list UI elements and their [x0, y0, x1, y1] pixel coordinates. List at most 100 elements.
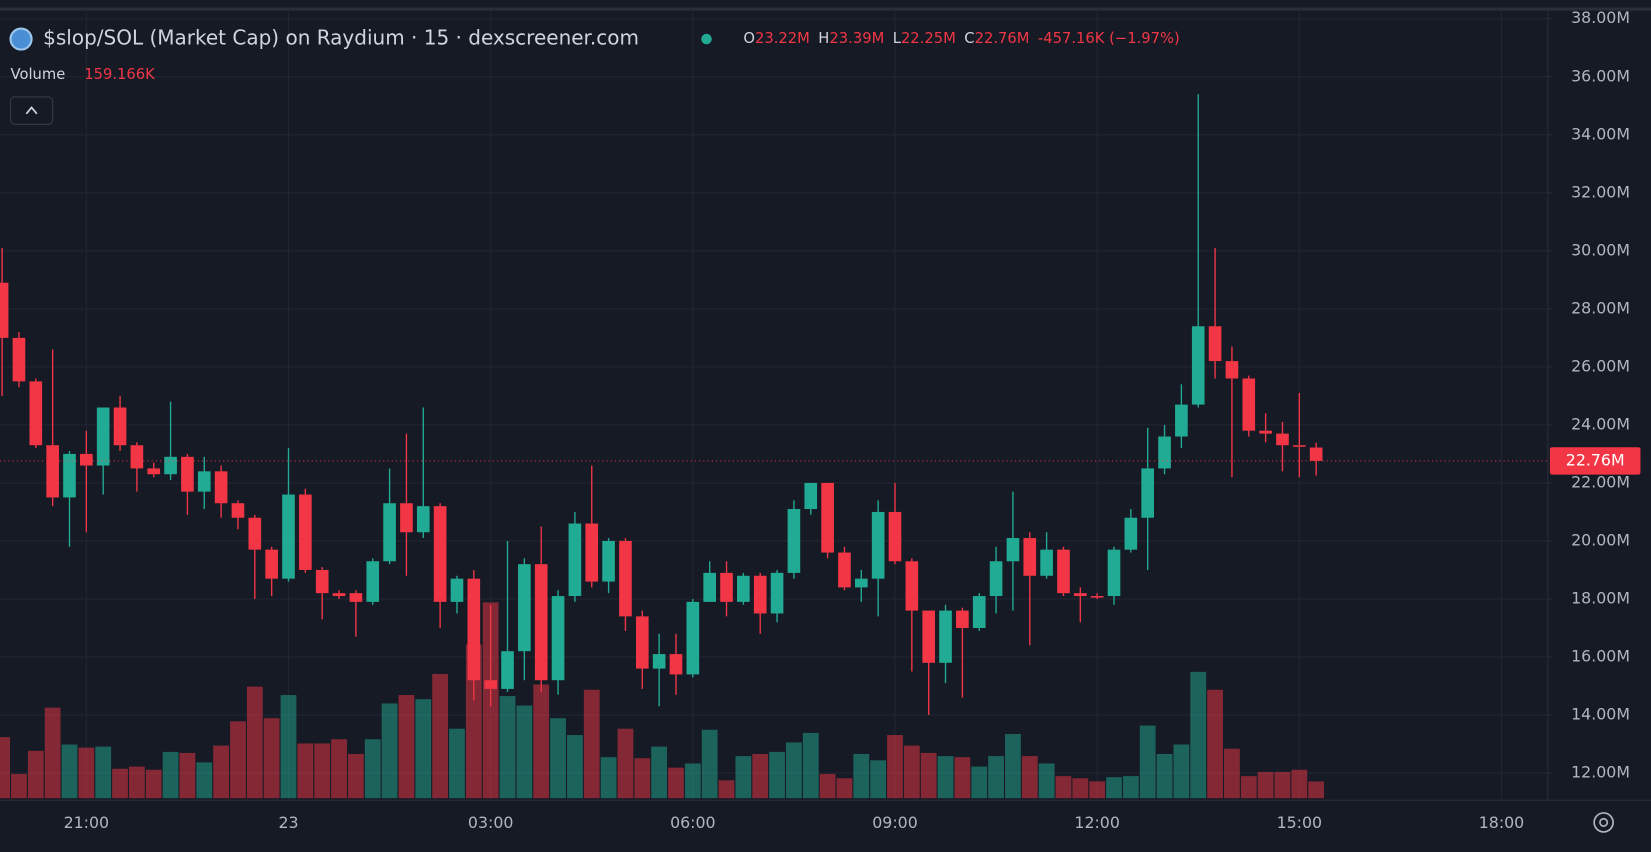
- status-dot: [701, 33, 712, 45]
- y-tick-label: 36.00M: [1571, 66, 1630, 85]
- y-tick-label: 16.00M: [1571, 646, 1630, 665]
- candle-body: [12, 337, 26, 382]
- volume-bar: [600, 757, 617, 799]
- legend-value: 23.39M: [829, 30, 884, 47]
- candle-body: [1006, 538, 1020, 562]
- candle-body: [551, 596, 565, 681]
- volume-bar: [684, 763, 701, 799]
- candle-body: [1158, 436, 1171, 469]
- settings-icon-outer[interactable]: [1593, 812, 1614, 833]
- volume-bar: [128, 766, 145, 799]
- y-tick-label: 22.00M: [1571, 472, 1630, 491]
- legend-value: 22.25M: [901, 30, 956, 47]
- volume-bar: [1072, 778, 1089, 799]
- candle-body: [1293, 445, 1306, 447]
- volume-bar: [1257, 771, 1274, 799]
- candle-body: [299, 494, 312, 570]
- candle-body: [703, 572, 716, 602]
- candle-body: [804, 482, 818, 510]
- legend-key: C: [964, 30, 974, 47]
- volume-bar: [1190, 671, 1207, 799]
- collapse-button[interactable]: [10, 96, 54, 125]
- candle-body: [905, 561, 919, 611]
- volume-bar: [769, 751, 785, 799]
- candle-body: [720, 572, 733, 602]
- x-tick-label: 23: [278, 813, 298, 832]
- legend-value: 23.22M: [755, 30, 810, 47]
- volume-bar: [1173, 744, 1190, 799]
- legend-key: H: [818, 30, 829, 47]
- volume-bar: [263, 718, 280, 799]
- legend-key: O: [743, 30, 755, 47]
- volume-bar: [112, 768, 128, 799]
- axes: 12.00M 14.00M 16.00M 18.00M 20.00M 22.00M 24.0…: [0, 8, 1641, 832]
- volume-bar: [11, 773, 27, 799]
- x-tick-label: 06:00: [670, 813, 715, 832]
- volume-bar: [651, 746, 668, 799]
- candle-body: [602, 540, 615, 582]
- y-tick-label: 12.00M: [1571, 763, 1630, 782]
- ohlc-legend: O23.22M H23.39M L22.25M C22.76M -457.16K (−1…: [743, 30, 1179, 47]
- candle-body: [315, 569, 329, 594]
- candle-body: [332, 593, 346, 597]
- volume-bar: [819, 773, 836, 799]
- candle-body: [197, 471, 211, 492]
- volume-value: 159.166K: [84, 66, 155, 83]
- candle-body: [1057, 549, 1070, 594]
- volume-bar: [567, 735, 583, 799]
- candle-body: [484, 680, 497, 689]
- candle-body: [1225, 361, 1239, 379]
- volume-bar: [246, 686, 263, 799]
- volume-bar: [499, 696, 516, 799]
- volume-bar: [550, 718, 566, 799]
- y-tick-label: 26.00M: [1571, 356, 1630, 375]
- candle-body: [989, 561, 1003, 597]
- settings-icon-inner[interactable]: [1599, 817, 1609, 827]
- volume-bar: [331, 739, 347, 799]
- volume-bar: [230, 721, 246, 799]
- candle-body: [467, 578, 481, 681]
- candle-body: [113, 407, 127, 446]
- candle-body: [1175, 404, 1188, 437]
- collapse-icon[interactable]: [25, 106, 38, 115]
- volume-bar: [718, 780, 735, 799]
- candle-body: [956, 610, 969, 628]
- volume-bar: [415, 699, 432, 799]
- volume-bar: [988, 756, 1004, 799]
- volume-bar: [1207, 689, 1223, 799]
- y-tick-label: 14.00M: [1571, 705, 1630, 724]
- x-tick-label: 12:00: [1074, 813, 1119, 832]
- volume-bar: [516, 705, 533, 799]
- candle-body: [1141, 468, 1155, 518]
- volume-bar: [1308, 781, 1325, 799]
- volume-bar: [364, 739, 381, 799]
- candle-body: [619, 540, 632, 617]
- x-tick-label: 18:00: [1479, 813, 1524, 832]
- volume-bar: [802, 732, 819, 799]
- candle-body: [147, 468, 161, 475]
- collapse-button-box[interactable]: [10, 96, 54, 125]
- candle-body: [80, 453, 93, 466]
- volume-bar: [1089, 781, 1106, 799]
- y-tick-label: 38.00M: [1571, 8, 1630, 27]
- candle-body: [164, 456, 177, 475]
- volume-bar: [1021, 756, 1038, 799]
- candle-body: [265, 549, 278, 579]
- volume-bar: [162, 751, 179, 799]
- volume-bar: [398, 695, 415, 799]
- volume-bar: [971, 766, 988, 799]
- candle-body: [888, 511, 902, 562]
- settings-button[interactable]: [1593, 812, 1614, 833]
- legend-value: 22.76M: [975, 30, 1030, 47]
- volume-bar: [836, 778, 853, 799]
- candle-body: [669, 654, 683, 675]
- candle-body: [585, 523, 599, 582]
- volume-bar: [1106, 777, 1122, 799]
- volume-bar: [735, 756, 752, 799]
- candle-body: [63, 453, 76, 498]
- volume-bar: [95, 746, 112, 799]
- volume-bar: [752, 753, 769, 799]
- candle-body: [838, 552, 851, 588]
- candle-body: [130, 445, 144, 469]
